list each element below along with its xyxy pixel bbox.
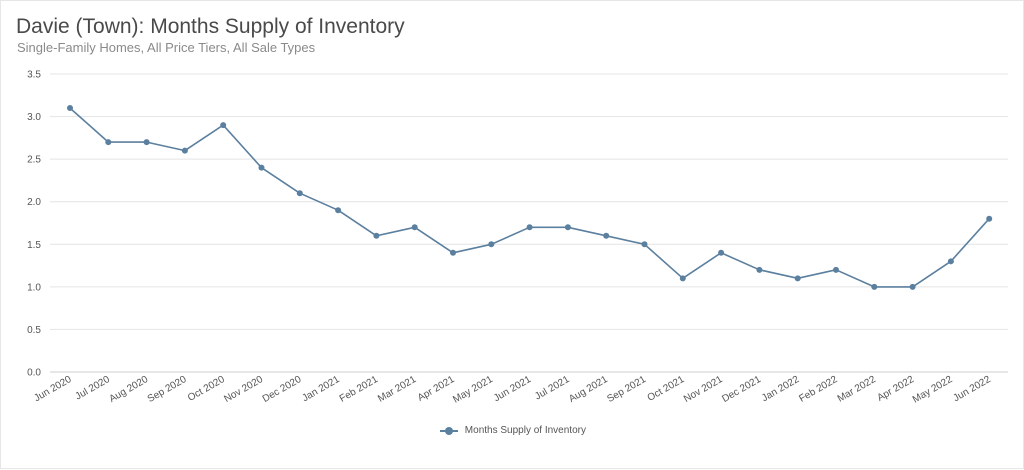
y-tick-label: 2.5 (27, 155, 41, 166)
x-tick-label: Aug 2021 (567, 374, 610, 405)
x-tick-label: Nov 2021 (682, 374, 725, 405)
data-point (296, 190, 303, 197)
data-point (143, 139, 150, 146)
data-point (488, 241, 495, 248)
data-point (871, 283, 878, 290)
y-tick-label: 1.5 (27, 240, 41, 251)
data-point (756, 266, 763, 273)
x-tick-label: Sep 2021 (605, 374, 648, 405)
data-point (947, 258, 954, 265)
legend[interactable]: Months Supply of Inventory (1, 425, 1024, 436)
data-point (181, 147, 188, 154)
x-tick-label: Aug 2020 (108, 374, 151, 405)
x-tick-label: Nov 2020 (222, 374, 265, 405)
data-point (794, 275, 801, 282)
data-series (67, 105, 993, 290)
x-tick-label: Jan 2021 (300, 374, 342, 404)
x-tick-label: Mar 2021 (376, 374, 418, 405)
data-point (986, 215, 993, 222)
data-point (67, 105, 73, 112)
data-point (909, 283, 916, 290)
x-tick-label: Mar 2022 (836, 374, 878, 405)
x-tick-label: Oct 2020 (186, 374, 227, 404)
y-tick-label: 3.0 (27, 112, 41, 123)
x-tick-label: Dec 2021 (720, 374, 763, 405)
x-tick-label: Apr 2022 (875, 374, 916, 404)
x-tick-label: Jun 2021 (492, 374, 534, 404)
data-point (258, 164, 265, 171)
x-tick-label: Feb 2022 (797, 374, 839, 405)
data-point (526, 224, 533, 231)
data-point (679, 275, 686, 282)
data-point (641, 241, 648, 248)
x-tick-label: Jun 2022 (952, 374, 994, 404)
y-tick-label: 2.0 (27, 197, 41, 208)
grid-lines (50, 73, 1008, 373)
data-point (718, 249, 725, 256)
data-point (335, 207, 342, 214)
x-tick-label: May 2022 (911, 374, 955, 406)
legend-marker-icon (440, 426, 459, 436)
legend-label: Months Supply of Inventory (464, 425, 586, 436)
x-tick-label: Jan 2022 (760, 374, 802, 404)
chart-title: Davie (Town): Months Supply of Inventory (16, 15, 405, 38)
x-tick-label: Jul 2020 (74, 374, 113, 403)
x-tick-label: Jul 2021 (533, 374, 572, 403)
y-axis-ticks: 0.0 0.5 1.0 1.5 2.0 2.5 3.0 3.5 (27, 70, 41, 379)
y-tick-label: 0.5 (27, 325, 41, 336)
data-point (833, 266, 839, 273)
x-tick-label: Sep 2020 (146, 374, 189, 405)
x-tick-label: Feb 2021 (338, 374, 380, 405)
chart-subtitle: Single-Family Homes, All Price Tiers, Al… (17, 40, 316, 55)
data-point (373, 232, 380, 239)
x-tick-label: Oct 2021 (646, 374, 687, 404)
data-point (220, 122, 227, 129)
y-tick-label: 0.0 (27, 368, 41, 379)
x-tick-label: May 2021 (451, 374, 495, 406)
data-point (564, 224, 571, 231)
data-point (603, 232, 610, 239)
series-line (69, 107, 990, 288)
x-tick-label: Apr 2021 (416, 374, 457, 404)
data-point (450, 249, 456, 256)
x-tick-label: Dec 2020 (261, 374, 304, 405)
y-tick-label: 3.5 (27, 70, 41, 81)
y-tick-label: 1.0 (27, 282, 41, 293)
data-point (411, 224, 418, 231)
data-point (105, 139, 112, 146)
